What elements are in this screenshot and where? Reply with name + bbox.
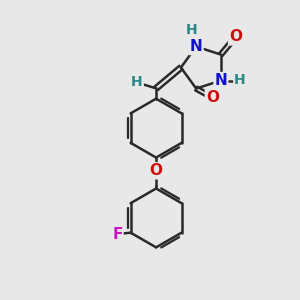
Text: N: N (214, 73, 227, 88)
Text: O: O (150, 163, 163, 178)
Text: O: O (229, 29, 242, 44)
Text: H: H (131, 76, 143, 89)
Text: O: O (206, 90, 219, 105)
Text: H: H (186, 23, 198, 38)
Text: H: H (234, 73, 246, 87)
Text: N: N (190, 39, 203, 54)
Text: F: F (112, 226, 122, 242)
